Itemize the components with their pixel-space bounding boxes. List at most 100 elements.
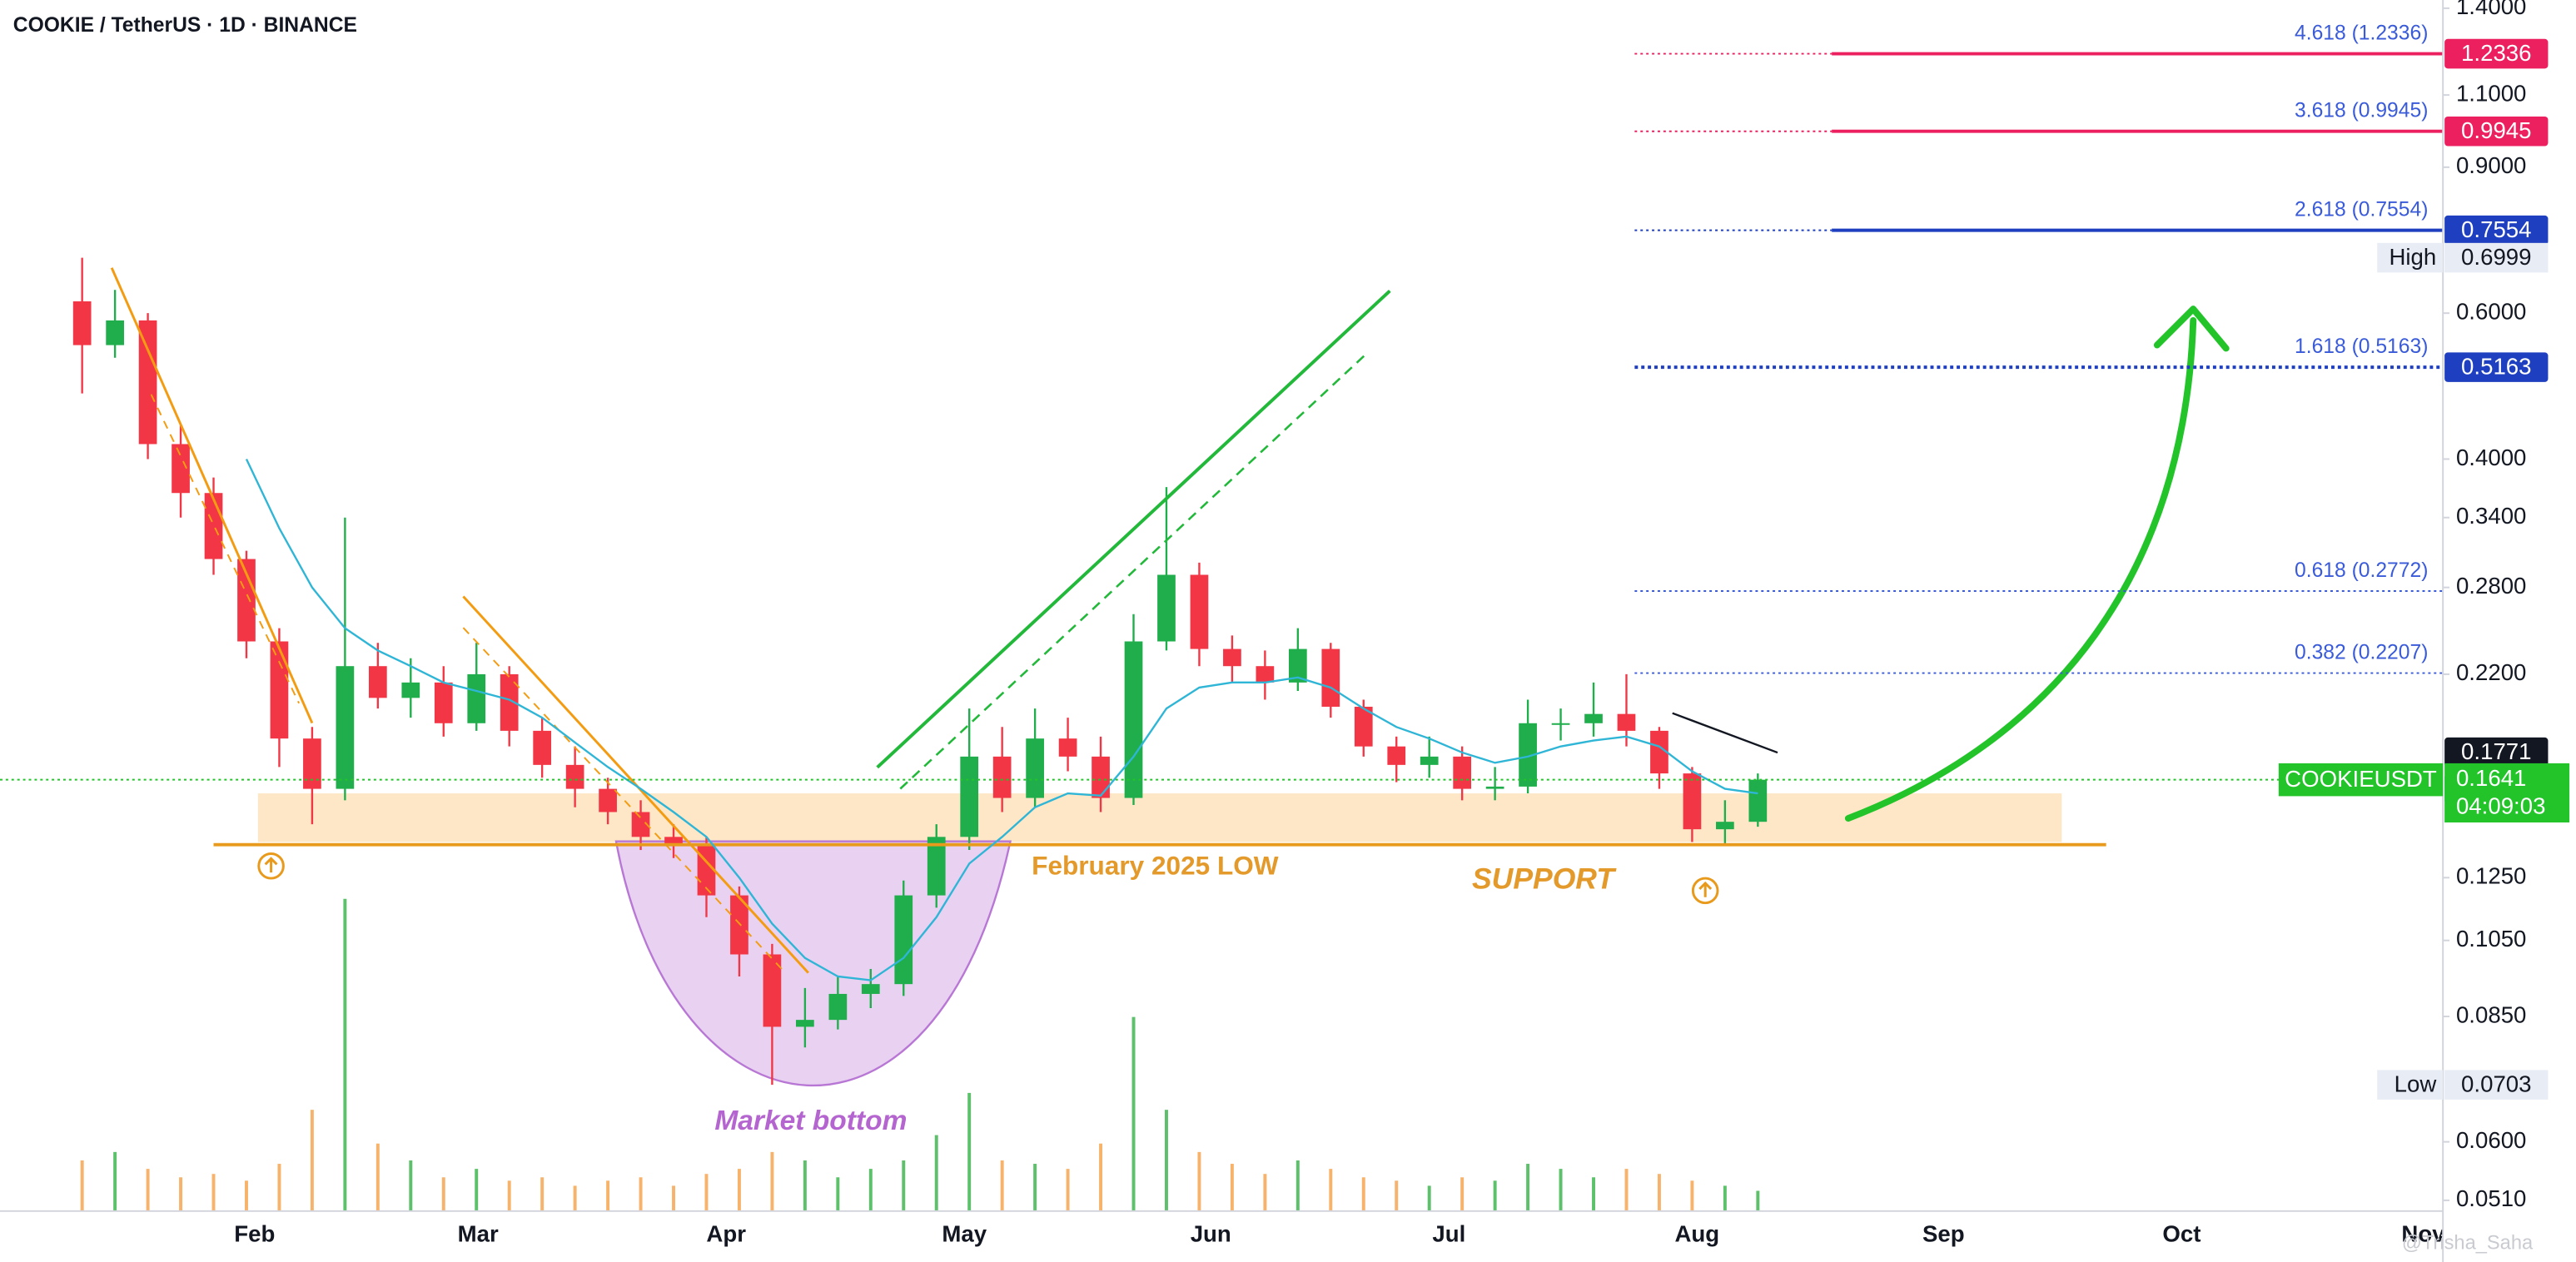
y-tick-label: 1.1000 bbox=[2456, 80, 2526, 106]
price-tag bbox=[2444, 215, 2549, 246]
candle-body bbox=[1551, 723, 1570, 725]
candle-body bbox=[1584, 713, 1603, 723]
price-axis-bg bbox=[2443, 0, 2576, 1262]
y-tick-label: 0.9000 bbox=[2456, 152, 2526, 178]
fib-label: 2.618 (0.7554) bbox=[2295, 198, 2428, 221]
candle-body bbox=[204, 493, 223, 559]
x-axis: Feb Mar Apr May Jun Jul Aug Sep Oct Nov bbox=[0, 1210, 2576, 1247]
candle-body bbox=[1321, 648, 1340, 707]
volume-bar bbox=[770, 1151, 774, 1211]
candle-body bbox=[599, 788, 617, 812]
candle-body bbox=[1223, 648, 1241, 667]
fib-label: 1.618 (0.5163) bbox=[2295, 335, 2428, 358]
candle-body bbox=[828, 993, 848, 1021]
bounce-icon bbox=[1691, 877, 1719, 905]
short-line bbox=[1672, 712, 1778, 754]
volume-bar bbox=[277, 1164, 281, 1211]
candle-body bbox=[1190, 574, 1209, 649]
volume-bar bbox=[1592, 1177, 1595, 1211]
x-tick-label: Apr bbox=[706, 1221, 746, 1247]
candle-body bbox=[1420, 756, 1439, 765]
volume-bar bbox=[573, 1185, 577, 1211]
extreme-name: Low bbox=[2394, 1071, 2438, 1096]
support-zone bbox=[257, 793, 2062, 842]
volume-bar bbox=[211, 1174, 216, 1211]
price-tag bbox=[2444, 38, 2549, 69]
watermark: @Trisha_Saha bbox=[2402, 1233, 2534, 1255]
volume-bar bbox=[1131, 1016, 1136, 1211]
candle-body bbox=[1485, 786, 1504, 789]
candle-body bbox=[172, 444, 190, 494]
candle-body bbox=[1026, 738, 1044, 798]
candle-body bbox=[1124, 641, 1143, 798]
extreme-tag bbox=[2444, 1070, 2549, 1100]
channel-line bbox=[876, 289, 1391, 769]
price-tag bbox=[2444, 737, 2549, 768]
volume-bar bbox=[1723, 1185, 1727, 1211]
annotation: February 2025 LOW bbox=[1032, 851, 1279, 881]
fib-label: 0.618 (0.2772) bbox=[2295, 559, 2428, 582]
fib-label: 4.618 (1.2336) bbox=[2295, 22, 2428, 44]
candle-body bbox=[1058, 738, 1077, 757]
candle-body bbox=[434, 682, 453, 723]
extreme-label: 0.6999 bbox=[2461, 244, 2531, 270]
volume-bar bbox=[704, 1174, 709, 1211]
candle-body bbox=[533, 730, 552, 765]
candle-body bbox=[1354, 706, 1373, 747]
x-tick-label: Jun bbox=[1191, 1221, 1231, 1247]
volume-bar bbox=[737, 1169, 741, 1211]
y-tick-label: 0.2800 bbox=[2456, 573, 2526, 599]
y-tick-label: 0.2200 bbox=[2456, 659, 2526, 685]
volume-bar bbox=[540, 1177, 545, 1211]
volume-bar bbox=[1165, 1110, 1168, 1211]
symbol-tag bbox=[2278, 763, 2444, 797]
trend-line bbox=[110, 267, 314, 724]
channel-line-dashed bbox=[899, 352, 1368, 790]
volume-bar bbox=[639, 1177, 643, 1211]
projection-arrow bbox=[1844, 316, 2197, 822]
candle-body bbox=[1453, 756, 1472, 789]
candle-body bbox=[72, 301, 92, 345]
price-axis: 1.4000 1.1000 0.9000 0.6000 0.4000 0.3400 0.28… bbox=[2278, 0, 2576, 1262]
x-tick-label: Nov bbox=[2401, 1221, 2445, 1247]
x-tick-label: Jul bbox=[1432, 1221, 1465, 1247]
y-tick-label: 0.0850 bbox=[2456, 1001, 2526, 1027]
price-tag-label: 0.7554 bbox=[2461, 216, 2531, 242]
last-price-label: 0.1641 bbox=[2456, 765, 2526, 791]
volume-bar bbox=[1263, 1174, 1267, 1211]
volume-bar bbox=[1361, 1177, 1365, 1211]
candle-body bbox=[270, 641, 289, 739]
candle-body bbox=[467, 673, 486, 723]
y-tick-label: 0.6000 bbox=[2456, 298, 2526, 324]
volume-bar bbox=[1559, 1169, 1563, 1211]
volume-bar bbox=[1657, 1174, 1661, 1211]
volume-bar bbox=[1000, 1160, 1004, 1211]
price-tag bbox=[2444, 116, 2549, 147]
candle-body bbox=[763, 954, 782, 1027]
volume-bar bbox=[146, 1169, 150, 1211]
back-layer bbox=[257, 793, 2062, 842]
volume-bar bbox=[343, 898, 347, 1211]
candle-body bbox=[730, 895, 748, 955]
candle-body bbox=[303, 738, 321, 789]
chart-title: COOKIE / TetherUS · 1D · BINANCE bbox=[13, 14, 357, 37]
volume-bar bbox=[1197, 1151, 1201, 1211]
volume-bar bbox=[1493, 1180, 1497, 1211]
price-tag bbox=[2444, 352, 2549, 382]
countdown: 04:09:03 bbox=[2456, 793, 2546, 819]
last-price-tag bbox=[2444, 763, 2570, 822]
candle-body bbox=[1387, 746, 1406, 765]
volume-bar bbox=[606, 1180, 610, 1211]
icon-arrow bbox=[264, 857, 278, 873]
candle-body bbox=[927, 837, 946, 896]
volume-bar bbox=[934, 1135, 938, 1211]
price-tag-label: 0.9945 bbox=[2461, 117, 2531, 143]
candle-body bbox=[1256, 666, 1275, 683]
price-tag-label: 0.1771 bbox=[2461, 738, 2531, 764]
volume-bar bbox=[179, 1177, 183, 1211]
volume-bar bbox=[672, 1185, 675, 1211]
annotation: SUPPORT bbox=[1472, 862, 1617, 895]
candle-body bbox=[138, 320, 157, 445]
